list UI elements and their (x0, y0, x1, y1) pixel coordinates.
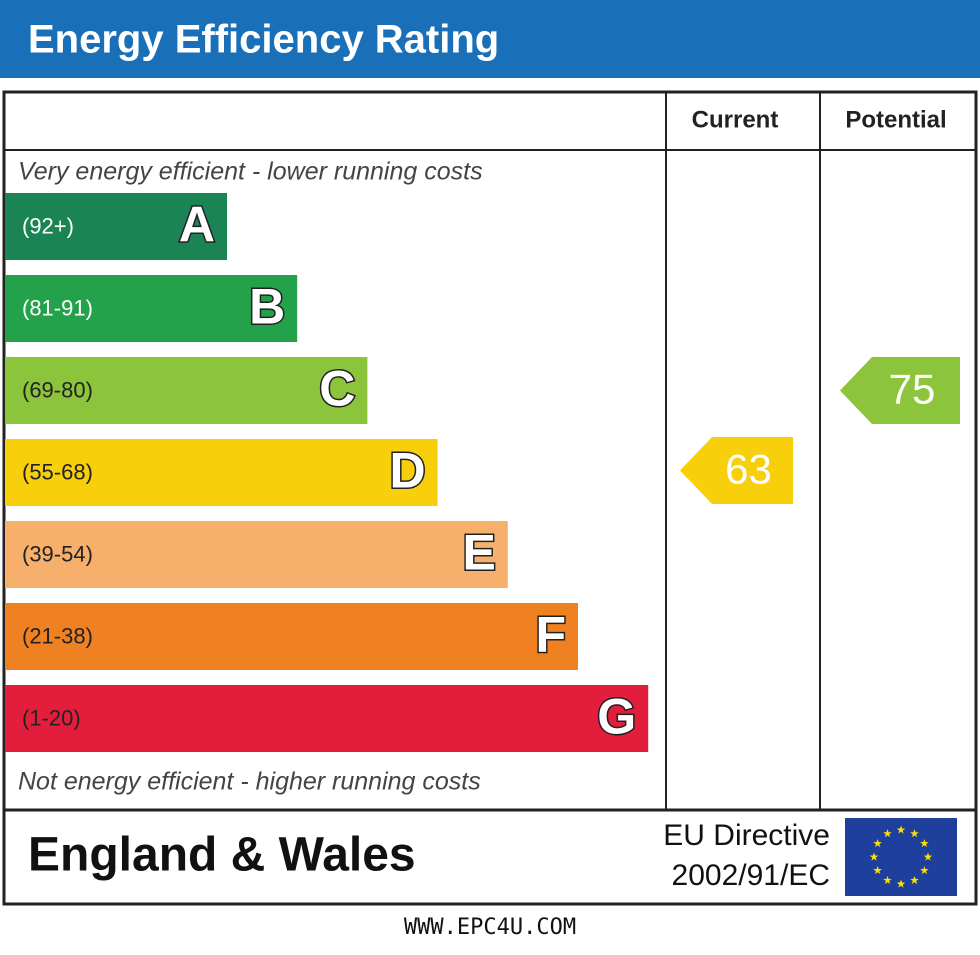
eu-star (873, 839, 882, 848)
band-range: (81-91) (22, 295, 93, 320)
band-range: (39-54) (22, 541, 93, 566)
frame (2, 90, 978, 906)
top-note: Very energy efficient - lower running co… (18, 158, 483, 186)
band-range: (92+) (22, 213, 74, 238)
band-bar (5, 685, 649, 752)
band-range: (55-68) (22, 459, 93, 484)
band-bar (5, 193, 227, 260)
title: Energy Efficiency Rating (28, 18, 499, 62)
current-arrow (680, 437, 793, 504)
eu-star (920, 839, 929, 848)
eu-star (923, 852, 933, 861)
potential-value: 75 (889, 366, 936, 413)
eu-star (910, 875, 919, 884)
band-letter: A (179, 197, 215, 253)
eu-star (869, 852, 879, 861)
eu-star (910, 829, 919, 838)
potential-arrow (840, 357, 960, 424)
directive: EU Directive (663, 819, 830, 852)
band-bar (5, 603, 578, 670)
title-bar (0, 0, 980, 78)
website: WWW.EPC4U.COM (404, 915, 576, 940)
band-bar (5, 439, 438, 506)
band-letter: D (389, 443, 425, 499)
band-letter: C (319, 361, 355, 417)
band-bar (5, 521, 508, 588)
eu-star (896, 879, 906, 888)
eu-star (896, 825, 906, 834)
band-range: (21-38) (22, 623, 93, 648)
column-header: Current (692, 106, 779, 133)
eu-star (883, 829, 892, 838)
band-bar (5, 275, 298, 342)
eu-star (873, 866, 882, 875)
directive: 2002/91/EC (672, 859, 830, 892)
band-letter: B (249, 279, 285, 335)
band-letter: F (535, 607, 566, 663)
current-value: 63 (725, 446, 772, 493)
eu-star (883, 875, 892, 884)
band-bar (5, 357, 368, 424)
band-range: (1-20) (22, 705, 81, 730)
eu-star (920, 866, 929, 875)
region: England & Wales (28, 829, 416, 882)
column-header: Potential (845, 106, 946, 133)
band-letter: E (462, 525, 495, 581)
band-range: (69-80) (22, 377, 93, 402)
bottom-note: Not energy efficient - higher running co… (18, 768, 481, 796)
band-letter: G (597, 689, 636, 745)
